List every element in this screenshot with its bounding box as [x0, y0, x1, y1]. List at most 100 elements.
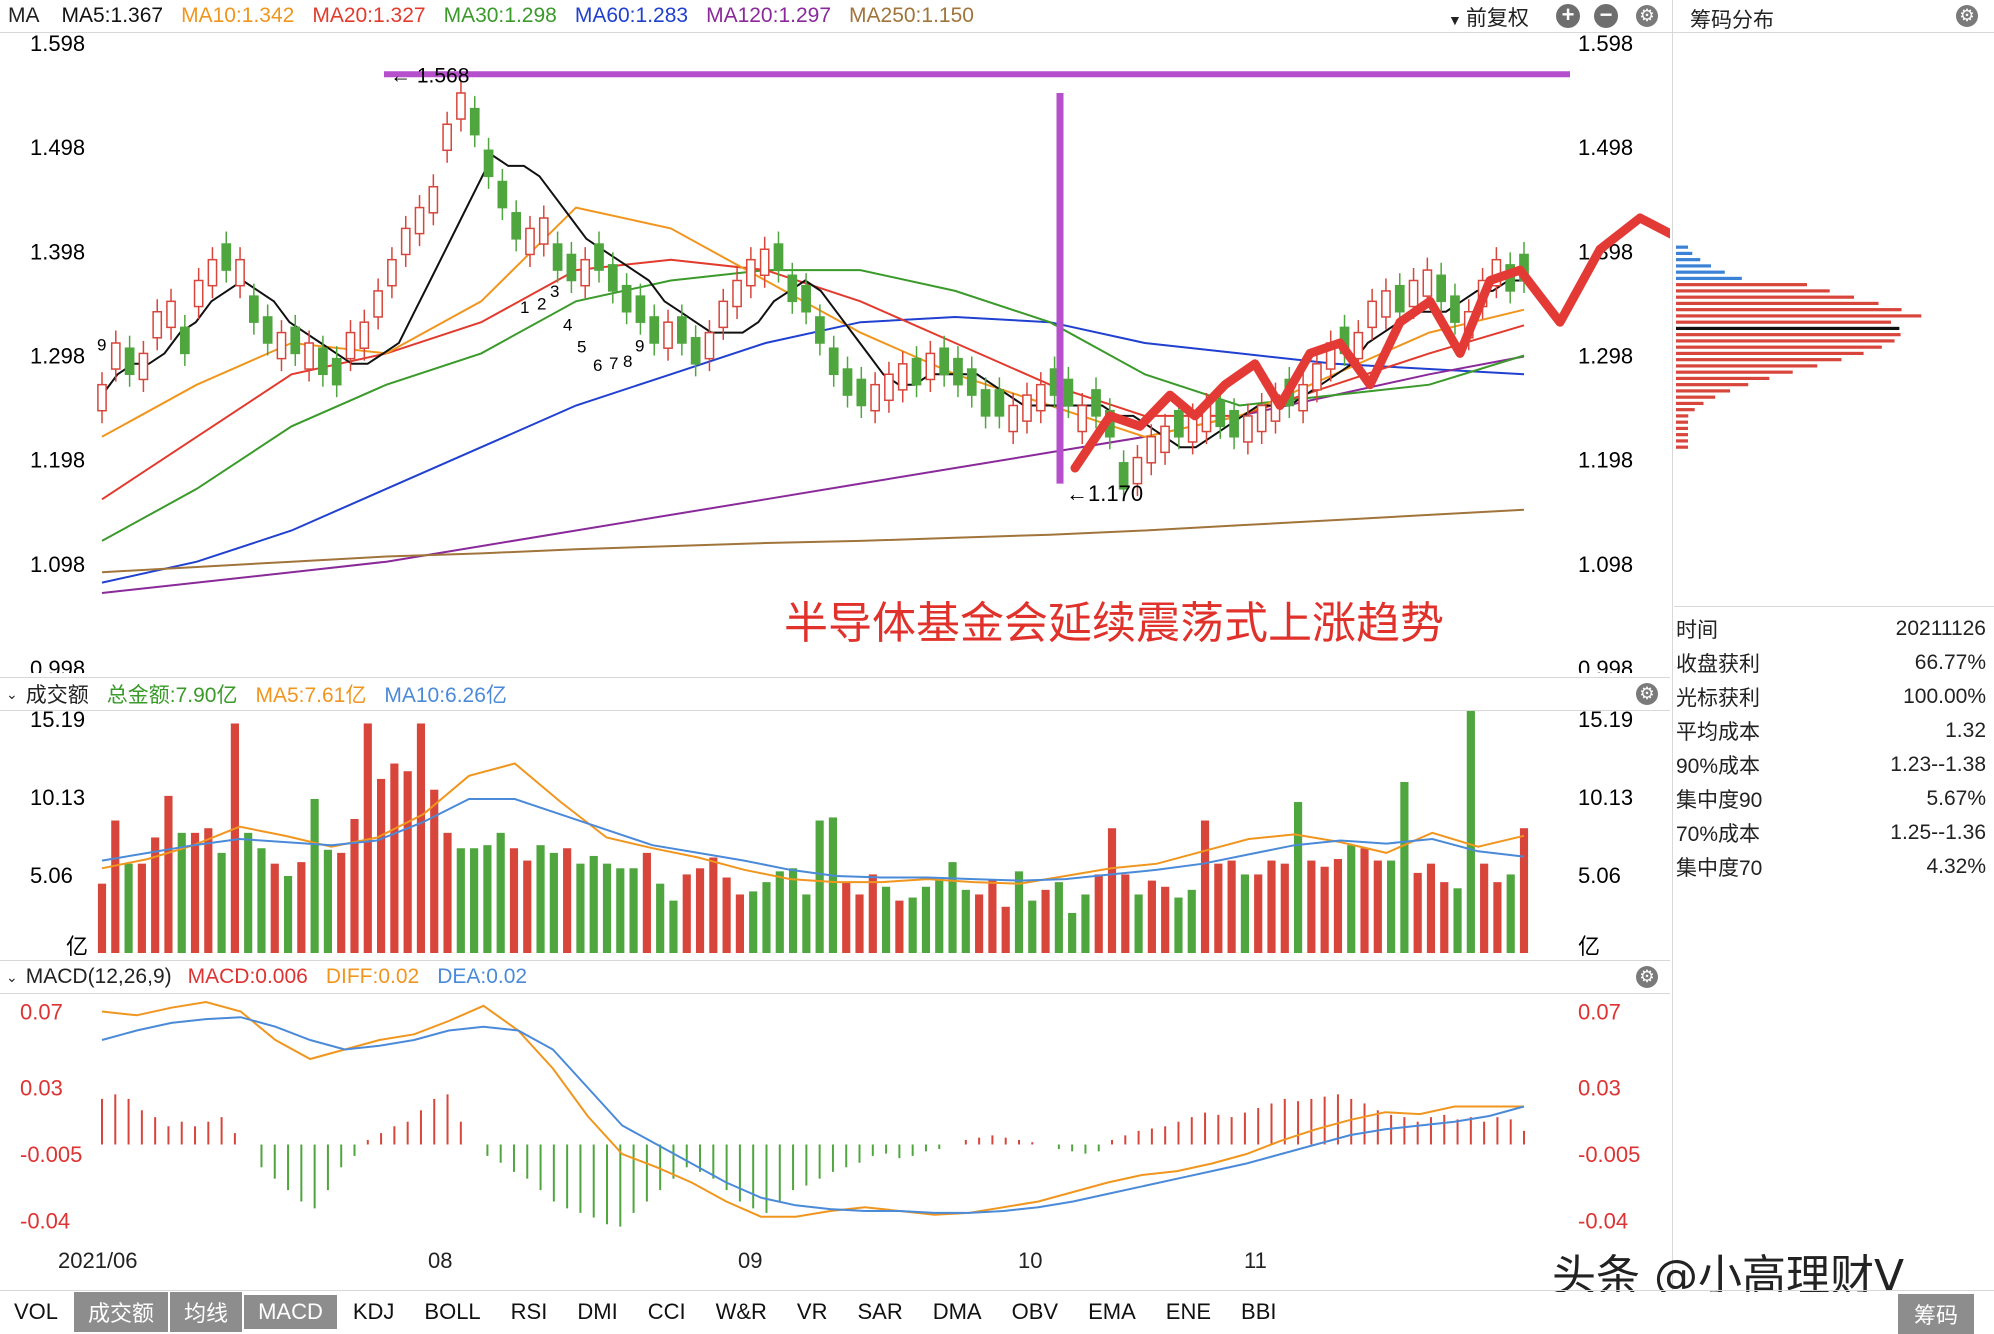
volume-bar: [576, 863, 585, 953]
adjust-control[interactable]: ▼ 前复权: [1448, 2, 1529, 32]
candle: [939, 347, 950, 376]
candle: [373, 290, 383, 318]
settings-gear-icon[interactable]: ⚙: [1636, 5, 1658, 27]
volume-bar: [1347, 845, 1356, 953]
y-tick-right: 1.498: [1578, 135, 1633, 160]
volume-bar: [1493, 882, 1502, 953]
td-count-label: 9: [635, 336, 644, 355]
tab-bbi[interactable]: BBI: [1241, 1299, 1277, 1324]
chip-bar: [1676, 289, 1830, 293]
chip-bar: [1676, 314, 1922, 318]
volume-bar: [735, 894, 744, 953]
candle: [97, 383, 107, 412]
volume-bar: [855, 894, 864, 953]
low-label: ←1.170: [1066, 481, 1143, 506]
macd-chart[interactable]: 0.07 0.07 0.03 0.03 -0.005 -0.005 -0.04 -0.04: [0, 994, 1670, 1244]
volume-bar: [961, 889, 970, 953]
volume-bar: [430, 789, 439, 953]
chip-stat-row: 平均成本 1.32: [1676, 714, 1986, 748]
chip-stat-value: 1.25--1.36: [1890, 821, 1986, 844]
y-tick-right: 1.098: [1578, 552, 1633, 577]
candle: [690, 337, 701, 365]
y-tick-right: 0.03: [1578, 1076, 1621, 1101]
volume-bar: [1028, 900, 1037, 953]
chip-bar: [1676, 401, 1704, 406]
tab-obv[interactable]: OBV: [1011, 1299, 1059, 1324]
candle: [828, 347, 839, 376]
tab-boll[interactable]: BOLL: [424, 1299, 481, 1324]
volume-bar: [137, 863, 146, 953]
y-tick-left: 0.03: [20, 1076, 63, 1101]
tab-kdj[interactable]: KDJ: [352, 1299, 395, 1324]
chip-bar: [1676, 370, 1793, 374]
zoom-in-icon[interactable]: +: [1556, 4, 1580, 28]
tab-sar[interactable]: SAR: [857, 1299, 903, 1324]
y-tick-left: 1.098: [30, 552, 85, 577]
tab-cci[interactable]: CCI: [647, 1299, 686, 1324]
dea-line: [101, 1016, 1525, 1214]
volume-bar: [828, 817, 838, 953]
volume-bar: [297, 862, 306, 953]
tab-macd[interactable]: MACD: [244, 1295, 337, 1329]
volume-bar: [775, 871, 784, 953]
chip-button[interactable]: 筹码: [1898, 1294, 1975, 1334]
tab-ema[interactable]: EMA: [1088, 1299, 1136, 1324]
volume-bar: [164, 795, 173, 953]
divider: [1674, 606, 1994, 607]
volume-bar: [1413, 872, 1422, 953]
volume-bar: [1214, 863, 1223, 953]
macd-settings-gear-icon[interactable]: ⚙: [1636, 966, 1658, 988]
candle: [387, 258, 397, 287]
tab-vr[interactable]: VR: [796, 1299, 828, 1324]
candle: [925, 352, 936, 381]
tab-dma[interactable]: DMA: [932, 1299, 982, 1324]
divider: [0, 32, 1994, 33]
zoom-out-icon[interactable]: −: [1594, 4, 1618, 28]
candle: [580, 258, 591, 287]
volume-bar: [111, 820, 120, 953]
chip-bar: [1676, 383, 1749, 387]
candle: [193, 279, 204, 308]
y-tick-left: 0.998: [30, 656, 85, 673]
candle: [1022, 394, 1032, 422]
volume-bar: [337, 852, 346, 953]
candle: [607, 264, 618, 292]
volume-bar: [416, 723, 426, 953]
tab-vol[interactable]: VOL: [14, 1299, 59, 1324]
tab-ene[interactable]: ENE: [1165, 1299, 1212, 1324]
volume-bar: [190, 832, 200, 953]
tab-rsi[interactable]: RSI: [510, 1299, 548, 1324]
collapse-chevron-icon[interactable]: ⌄: [6, 968, 18, 985]
volume-bar: [509, 848, 519, 953]
candle: [1008, 404, 1019, 433]
candle: [1132, 456, 1143, 485]
chip-settings-gear-icon[interactable]: ⚙: [1956, 5, 1978, 27]
volume-bar: [682, 874, 691, 953]
chip-bar: [1676, 258, 1701, 262]
ma-header: MA MA5:1.367 MA10:1.342 MA20:1.327 MA30:…: [0, 0, 1678, 32]
tab-wr[interactable]: W&R: [715, 1299, 767, 1324]
chip-bar: [1676, 351, 1864, 356]
volume-settings-gear-icon[interactable]: ⚙: [1636, 683, 1658, 705]
chip-stat-row: 光标获利 100.00%: [1676, 680, 1986, 714]
chip-bar: [1676, 320, 1892, 324]
chip-bar: [1676, 439, 1688, 443]
candle: [262, 316, 273, 344]
dea-value: DEA:0.02: [437, 965, 528, 988]
chip-bar: [1676, 389, 1731, 393]
chip-stat-label: 70%成本: [1676, 823, 1761, 846]
volume-chart[interactable]: 15.19 15.19 10.13 10.13 5.06 5.06 亿 亿: [0, 711, 1670, 959]
diff-line: [101, 1000, 1524, 1218]
high-label: ← 1.568: [390, 64, 469, 87]
candle: [331, 357, 342, 386]
collapse-chevron-icon[interactable]: ⌄: [6, 685, 18, 702]
candle: [483, 149, 494, 178]
candle: [663, 321, 673, 349]
tab-[interactable]: 成交额: [74, 1292, 169, 1332]
td-count-label: 5: [577, 337, 586, 356]
tab-dmi[interactable]: DMI: [577, 1299, 618, 1324]
volume-bar: [456, 848, 465, 953]
tab-[interactable]: 均线: [170, 1292, 243, 1332]
ma5-value: MA5:1.367: [61, 4, 164, 27]
